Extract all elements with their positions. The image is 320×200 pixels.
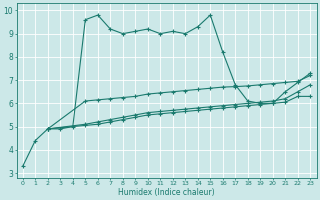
X-axis label: Humidex (Indice chaleur): Humidex (Indice chaleur) bbox=[118, 188, 215, 197]
